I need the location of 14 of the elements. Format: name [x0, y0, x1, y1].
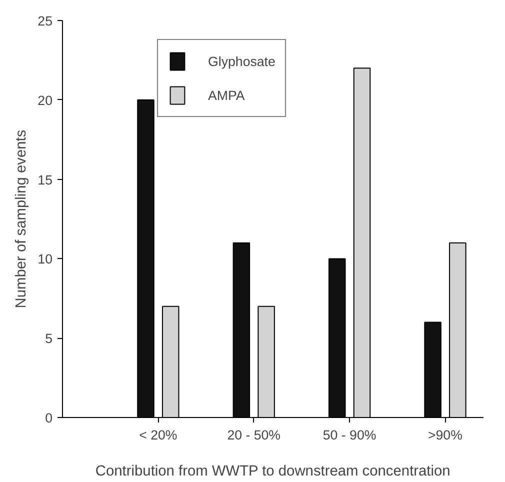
- x-tick-label: 50 - 90%: [322, 428, 376, 442]
- y-tick-label: 5: [45, 331, 53, 346]
- y-tick-label: 0: [45, 410, 53, 426]
- x-tick-label: < 20%: [139, 428, 178, 442]
- y-tick-label: 20: [38, 92, 53, 108]
- y-tick-label: 15: [38, 172, 53, 188]
- legend-label: AMPA: [208, 88, 245, 102]
- y-axis-title: Number of sampling events: [14, 130, 30, 308]
- x-tick-label: 20 - 50%: [227, 428, 281, 442]
- y-tick-label: 25: [38, 14, 53, 28]
- x-tick-label: >90%: [428, 428, 463, 442]
- legend-label: Glyphosate: [208, 54, 276, 68]
- x-axis-title: Contribution from WWTP to downstream concentration: [95, 464, 450, 480]
- y-tick-label: 10: [38, 252, 53, 267]
